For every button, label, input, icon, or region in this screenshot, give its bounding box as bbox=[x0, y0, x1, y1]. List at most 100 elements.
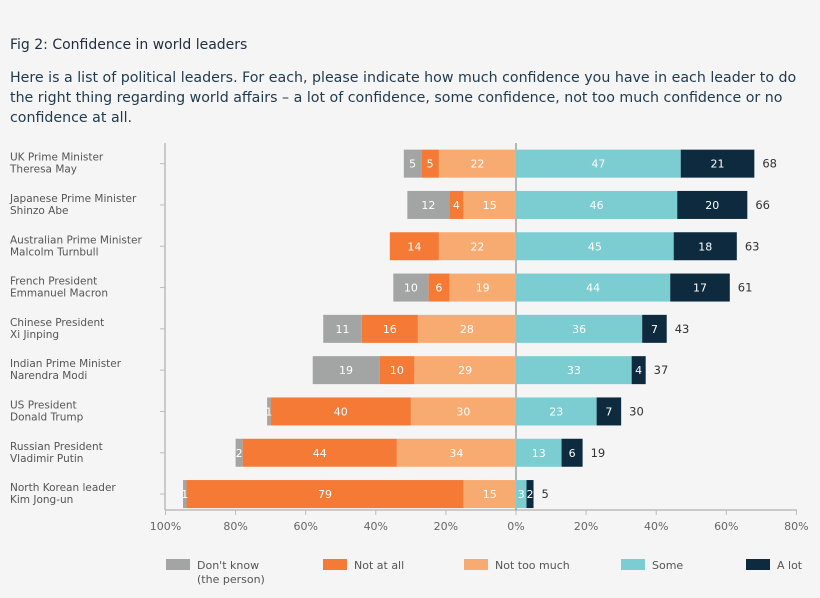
bar-value-label: 33 bbox=[567, 364, 581, 377]
category-label: Donald Trump bbox=[10, 411, 84, 423]
bar-segment bbox=[407, 190, 450, 219]
x-tick-label: 0% bbox=[507, 520, 524, 533]
bar-segment bbox=[438, 232, 516, 261]
bar-segment bbox=[414, 356, 516, 385]
bar-value-label: 2 bbox=[527, 488, 534, 501]
total-label: 68 bbox=[762, 157, 777, 171]
bar-segment bbox=[642, 314, 667, 343]
bar-value-label: 44 bbox=[586, 282, 600, 295]
x-tick-label: 60% bbox=[714, 520, 738, 533]
bar-value-label: 11 bbox=[336, 323, 350, 336]
bar-value-label: 46 bbox=[590, 199, 604, 212]
total-label: 5 bbox=[542, 487, 549, 501]
bar-value-label: 40 bbox=[334, 405, 348, 418]
category-label: Narendra Modi bbox=[10, 370, 87, 382]
total-label: 61 bbox=[738, 281, 753, 295]
x-tick-label: 20% bbox=[434, 520, 458, 533]
bar-value-label: 47 bbox=[591, 158, 605, 171]
bar-value-label: 29 bbox=[458, 364, 472, 377]
bar-value-label: 15 bbox=[483, 488, 497, 501]
bar-segment bbox=[516, 190, 678, 219]
bar-value-label: 7 bbox=[605, 405, 612, 418]
bar-segment bbox=[379, 356, 415, 385]
bar-segment bbox=[516, 149, 681, 178]
legend-label: Don't know bbox=[197, 559, 259, 572]
bar-value-label: 10 bbox=[404, 282, 418, 295]
bar-value-label: 28 bbox=[460, 323, 474, 336]
legend-swatch bbox=[464, 559, 488, 570]
bar-value-label: 23 bbox=[549, 405, 563, 418]
total-label: 66 bbox=[755, 198, 770, 212]
bar-segment bbox=[516, 397, 597, 426]
bar-segment bbox=[235, 438, 243, 467]
category-label: UK Prime Minister bbox=[10, 152, 104, 164]
bar-segment bbox=[267, 397, 271, 426]
bar-segment bbox=[449, 190, 464, 219]
bar-segment bbox=[323, 314, 362, 343]
bar-value-label: 15 bbox=[483, 199, 497, 212]
legend-label: Not too much bbox=[495, 559, 570, 572]
bar-value-label: 3 bbox=[518, 488, 525, 501]
x-tick-label: 40% bbox=[644, 520, 668, 533]
category-label: US President bbox=[10, 399, 77, 411]
bar-value-label: 16 bbox=[383, 323, 397, 336]
legend-label: Some bbox=[652, 559, 683, 572]
bar-segment bbox=[516, 480, 527, 509]
bar-value-label: 79 bbox=[318, 488, 332, 501]
bar-value-label: 18 bbox=[698, 240, 712, 253]
bar-value-label: 22 bbox=[470, 158, 484, 171]
total-label: 43 bbox=[675, 322, 690, 336]
bar-value-label: 1 bbox=[265, 405, 272, 418]
bar-value-label: 4 bbox=[453, 199, 460, 212]
category-label: Emmanuel Macron bbox=[10, 288, 108, 300]
legend-swatch bbox=[323, 559, 347, 570]
total-label: 30 bbox=[629, 404, 644, 418]
bar-segment bbox=[421, 149, 439, 178]
bar-value-label: 14 bbox=[407, 240, 421, 253]
bar-segment bbox=[516, 314, 643, 343]
legend-label: (the person) bbox=[197, 573, 265, 586]
category-label: Xi Jinping bbox=[10, 329, 59, 341]
bar-value-label: 20 bbox=[705, 199, 719, 212]
bar-value-label: 45 bbox=[588, 240, 602, 253]
bar-segment bbox=[186, 480, 464, 509]
bar-segment bbox=[680, 149, 755, 178]
bar-value-label: 7 bbox=[651, 323, 658, 336]
bar-segment bbox=[561, 438, 583, 467]
total-label: 19 bbox=[591, 446, 606, 460]
bar-segment bbox=[677, 190, 748, 219]
bar-segment bbox=[670, 273, 730, 302]
bar-segment bbox=[361, 314, 418, 343]
x-tick-label: 20% bbox=[574, 520, 598, 533]
bar-segment bbox=[403, 149, 422, 178]
bar-segment bbox=[673, 232, 737, 261]
bar-segment bbox=[516, 356, 632, 385]
bar-value-label: 5 bbox=[409, 158, 416, 171]
chart-title: Fig 2: Confidence in world leaders bbox=[10, 37, 248, 53]
bar-segment bbox=[516, 438, 562, 467]
category-label: Chinese President bbox=[10, 317, 104, 329]
legend-swatch bbox=[166, 559, 190, 570]
x-tick-label: 40% bbox=[364, 520, 388, 533]
bar-value-label: 30 bbox=[456, 405, 470, 418]
bar-segment bbox=[428, 273, 450, 302]
bar-segment bbox=[183, 480, 187, 509]
bar-value-label: 4 bbox=[635, 364, 642, 377]
bar-segment bbox=[516, 232, 674, 261]
category-label: Malcolm Turnbull bbox=[10, 246, 99, 258]
bar-value-label: 2 bbox=[236, 447, 243, 460]
bar-value-label: 6 bbox=[435, 282, 442, 295]
x-tick-label: 80% bbox=[784, 520, 808, 533]
bar-segment bbox=[396, 438, 516, 467]
bar-segment bbox=[389, 232, 439, 261]
chart-subtitle: Here is a list of political leaders. For… bbox=[10, 70, 797, 126]
bar-value-label: 12 bbox=[421, 199, 435, 212]
category-label: French President bbox=[10, 276, 97, 288]
bar-segment bbox=[410, 397, 516, 426]
x-tick-label: 80% bbox=[223, 520, 247, 533]
bar-value-label: 17 bbox=[693, 282, 707, 295]
bar-value-label: 36 bbox=[572, 323, 586, 336]
category-label: Vladimir Putin bbox=[10, 453, 83, 465]
